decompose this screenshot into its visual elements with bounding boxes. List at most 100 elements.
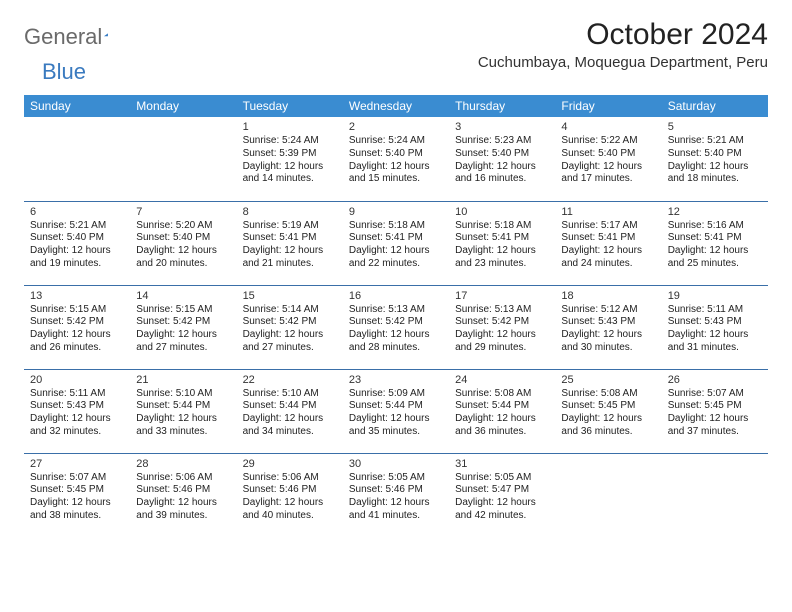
daylight-text: Daylight: 12 hours [136,497,230,510]
logo: General [24,18,126,50]
day-number: 12 [668,205,762,219]
sunset-text: Sunset: 5:40 PM [561,148,655,161]
day-info: Sunrise: 5:19 AMSunset: 5:41 PMDaylight:… [243,220,337,271]
daylight-text: and 30 minutes. [561,342,655,355]
day-info: Sunrise: 5:05 AMSunset: 5:47 PMDaylight:… [455,472,549,523]
calendar-cell: 5Sunrise: 5:21 AMSunset: 5:40 PMDaylight… [662,117,768,201]
daylight-text: and 38 minutes. [30,510,124,523]
daylight-text: Daylight: 12 hours [136,329,230,342]
logo-text-2: Blue [42,59,86,85]
calendar-row: 20Sunrise: 5:11 AMSunset: 5:43 PMDayligh… [24,369,768,453]
calendar-row: 13 Sunrise: 5:15 AMSunset: 5:42 PMDayligh… [24,285,768,369]
calendar-cell: 26Sunrise: 5:07 AMSunset: 5:45 PMDayligh… [662,369,768,453]
sunrise-text: Sunrise: 5:18 AM [455,220,549,233]
day-info: Sunrise: 5:20 AMSunset: 5:40 PMDaylight:… [136,220,230,271]
sunset-text: Sunset: 5:42 PM [349,316,443,329]
calendar-cell: 10Sunrise: 5:18 AMSunset: 5:41 PMDayligh… [449,201,555,285]
calendar-cell [555,453,661,537]
sunset-text: Sunset: 5:47 PM [455,484,549,497]
calendar-cell: 13Sunrise: 5:15 AMSunset: 5:42 PMDayligh… [24,285,130,369]
day-info: Sunrise: 5:06 AMSunset: 5:46 PMDaylight:… [136,472,230,523]
sunset-text: Sunset: 5:40 PM [455,148,549,161]
day-number: 13 [30,289,124,303]
daylight-text: Daylight: 12 hours [136,413,230,426]
sunset-text: Sunset: 5:44 PM [455,400,549,413]
daylight-text: and 39 minutes. [136,510,230,523]
logo-text-1: General [24,24,102,50]
sunset-text: Sunset: 5:41 PM [455,232,549,245]
daylight-text: Daylight: 12 hours [668,161,762,174]
calendar-cell: 7Sunrise: 5:20 AMSunset: 5:40 PMDaylight… [130,201,236,285]
day-number: 4 [561,120,655,134]
sunset-text: Sunset: 5:41 PM [349,232,443,245]
day-number: 15 [243,289,337,303]
daylight-text: Daylight: 12 hours [455,161,549,174]
calendar-cell: 14Sunrise: 5:15 AMSunset: 5:42 PMDayligh… [130,285,236,369]
daylight-text: Daylight: 12 hours [349,413,443,426]
weekday-header: Saturday [662,95,768,117]
daylight-text: and 17 minutes. [561,173,655,186]
sunrise-text: Sunrise: 5:17 AM [561,220,655,233]
sunrise-text: Sunrise: 5:22 AM [561,135,655,148]
day-number: 21 [136,373,230,387]
title-block: October 2024 Cuchumbaya, Moquegua Depart… [478,18,768,71]
calendar-cell: 12Sunrise: 5:16 AMSunset: 5:41 PMDayligh… [662,201,768,285]
day-number: 17 [455,289,549,303]
day-info: Sunrise: 5:16 AMSunset: 5:41 PMDaylight:… [668,220,762,271]
day-info: Sunrise: 5:06 AMSunset: 5:46 PMDaylight:… [243,472,337,523]
daylight-text: Daylight: 12 hours [243,413,337,426]
daylight-text: and 23 minutes. [455,258,549,271]
day-info: Sunrise: 5:18 AMSunset: 5:41 PMDaylight:… [349,220,443,271]
sunrise-text: Sunrise: 5:07 AM [30,472,124,485]
day-info: Sunrise: 5:15 AMSunset: 5:42 PMDaylight:… [136,304,230,355]
sunset-text: Sunset: 5:43 PM [561,316,655,329]
day-info: Sunrise: 5:14 AMSunset: 5:42 PMDaylight:… [243,304,337,355]
sunset-text: Sunset: 5:46 PM [136,484,230,497]
calendar-cell [24,117,130,201]
weekday-header: Tuesday [237,95,343,117]
sunrise-text: Sunrise: 5:18 AM [349,220,443,233]
sunset-text: Sunset: 5:40 PM [136,232,230,245]
calendar-cell: 29Sunrise: 5:06 AMSunset: 5:46 PMDayligh… [237,453,343,537]
weekday-header: Wednesday [343,95,449,117]
daylight-text: Daylight: 12 hours [243,245,337,258]
sunset-text: Sunset: 5:40 PM [668,148,762,161]
sunset-text: Sunset: 5:42 PM [136,316,230,329]
sunrise-text: Sunrise: 5:13 AM [349,304,443,317]
sunset-text: Sunset: 5:39 PM [243,148,337,161]
calendar-cell: 4Sunrise: 5:22 AMSunset: 5:40 PMDaylight… [555,117,661,201]
day-info: Sunrise: 5:18 AMSunset: 5:41 PMDaylight:… [455,220,549,271]
sunrise-text: Sunrise: 5:13 AM [455,304,549,317]
daylight-text: Daylight: 12 hours [668,329,762,342]
day-number: 30 [349,457,443,471]
day-info: Sunrise: 5:17 AMSunset: 5:41 PMDaylight:… [561,220,655,271]
daylight-text: and 21 minutes. [243,258,337,271]
calendar-table: Sunday Monday Tuesday Wednesday Thursday… [24,95,768,537]
sunrise-text: Sunrise: 5:10 AM [136,388,230,401]
sunrise-text: Sunrise: 5:05 AM [349,472,443,485]
sunrise-text: Sunrise: 5:11 AM [30,388,124,401]
daylight-text: and 36 minutes. [455,426,549,439]
sunset-text: Sunset: 5:45 PM [668,400,762,413]
daylight-text: Daylight: 12 hours [243,497,337,510]
calendar-row: 6Sunrise: 5:21 AMSunset: 5:40 PMDaylight… [24,201,768,285]
day-info: Sunrise: 5:22 AMSunset: 5:40 PMDaylight:… [561,135,655,186]
day-info: Sunrise: 5:24 AMSunset: 5:40 PMDaylight:… [349,135,443,186]
daylight-text: and 33 minutes. [136,426,230,439]
sunset-text: Sunset: 5:42 PM [243,316,337,329]
sunrise-text: Sunrise: 5:23 AM [455,135,549,148]
calendar-cell: 6Sunrise: 5:21 AMSunset: 5:40 PMDaylight… [24,201,130,285]
day-number: 16 [349,289,443,303]
day-info: Sunrise: 5:10 AMSunset: 5:44 PMDaylight:… [136,388,230,439]
daylight-text: Daylight: 12 hours [561,413,655,426]
daylight-text: and 31 minutes. [668,342,762,355]
day-number: 26 [668,373,762,387]
calendar-cell: 30Sunrise: 5:05 AMSunset: 5:46 PMDayligh… [343,453,449,537]
daylight-text: and 37 minutes. [668,426,762,439]
calendar-cell: 24Sunrise: 5:08 AMSunset: 5:44 PMDayligh… [449,369,555,453]
sunrise-text: Sunrise: 5:06 AM [243,472,337,485]
calendar-cell: 17Sunrise: 5:13 AMSunset: 5:42 PMDayligh… [449,285,555,369]
day-number: 8 [243,205,337,219]
day-info: Sunrise: 5:11 AMSunset: 5:43 PMDaylight:… [30,388,124,439]
sunrise-text: Sunrise: 5:07 AM [668,388,762,401]
